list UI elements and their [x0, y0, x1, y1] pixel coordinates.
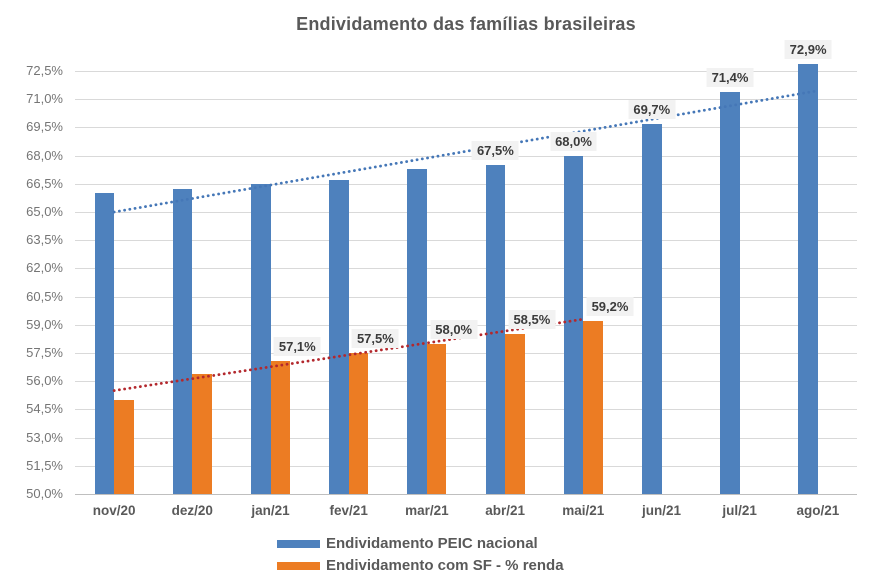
y-axis-tick-label: 63,5% [26, 232, 63, 248]
x-axis-category-label: jul/21 [722, 503, 757, 518]
bar-sf-nov-20 [114, 400, 134, 494]
legend-item-sf: Endividamento com SF - % renda [277, 557, 564, 574]
data-label-sf-abr-21: 58,5% [508, 310, 556, 330]
y-axis-tick-label: 59,0% [26, 316, 63, 332]
x-axis-category-label: dez/20 [171, 503, 213, 518]
bar-peic-fev-21 [329, 180, 349, 494]
data-label-sf-mai-21: 59,2% [586, 297, 634, 316]
x-axis-category-label: mai/21 [562, 503, 605, 518]
gridline [75, 268, 857, 270]
bar-sf-fev-21 [348, 353, 369, 494]
y-axis-tick-label: 71,0% [26, 91, 63, 107]
bar-sf-dez-20 [192, 373, 212, 494]
gridline [75, 465, 857, 467]
bar-peic-nov-20 [94, 193, 115, 494]
gridline [75, 212, 857, 213]
data-label-sf-jan-21: 57,1% [273, 336, 321, 356]
bar-peic-mai-21 [563, 155, 584, 494]
y-axis-tick-label: 51,5% [26, 457, 63, 473]
bar-sf-mar-21 [426, 343, 447, 494]
x-axis-category-label: mar/21 [405, 503, 449, 518]
legend-label-sf: Endividamento com SF - % renda [326, 557, 564, 574]
bar-peic-jul-21 [720, 91, 740, 494]
legend: Endividamento PEIC nacional Endividament… [277, 535, 564, 574]
gridline [75, 353, 857, 354]
x-axis-category-label: abr/21 [485, 503, 525, 518]
gridline [75, 240, 857, 242]
y-axis-tick-label: 66,5% [26, 175, 63, 191]
gridline [75, 99, 857, 101]
y-axis-tick-label: 56,0% [26, 373, 63, 389]
y-axis-tick-label: 60,5% [26, 288, 63, 304]
data-label-peic-jun-21: 69,7% [628, 99, 676, 119]
gridline [75, 71, 857, 72]
bar-sf-jan-21 [270, 360, 290, 494]
y-axis-tick-label: 68,0% [26, 147, 63, 163]
data-label-sf-fev-21: 57,5% [351, 329, 399, 348]
bar-peic-mar-21 [407, 168, 427, 494]
bar-peic-dez-20 [172, 189, 193, 494]
y-axis-tick-label: 69,5% [26, 119, 63, 135]
x-axis-category-label: ago/21 [796, 503, 840, 518]
data-label-peic-abr-21: 67,5% [471, 141, 519, 160]
data-label-peic-ago-21: 72,9% [784, 39, 832, 59]
bar-sf-abr-21 [505, 334, 525, 494]
y-axis-tick-label: 57,5% [26, 345, 63, 360]
legend-swatch-blue-icon [277, 539, 320, 548]
bar-peic-jun-21 [642, 123, 662, 494]
bar-peic-ago-21 [798, 63, 818, 494]
data-label-peic-jul-21: 71,4% [706, 67, 754, 87]
y-axis-tick-label: 54,5% [26, 401, 63, 417]
x-axis-line [75, 494, 857, 495]
gridline [75, 296, 857, 298]
bar-sf-mai-21 [583, 321, 603, 494]
y-axis-tick-label: 65,0% [26, 204, 63, 219]
legend-label-peic: Endividamento PEIC nacional [326, 535, 538, 552]
bar-peic-abr-21 [485, 165, 506, 494]
legend-swatch-orange-icon [277, 561, 320, 570]
gridline [75, 183, 857, 185]
y-axis-tick-label: 62,0% [26, 260, 63, 276]
data-label-peic-mai-21: 68,0% [550, 131, 597, 151]
y-axis-tick-label: 50,0% [26, 486, 63, 501]
x-axis-category-label: jan/21 [251, 503, 290, 518]
x-axis-category-label: nov/20 [92, 503, 136, 518]
x-axis-category-label: fev/21 [329, 503, 368, 518]
gridline [75, 437, 857, 439]
y-axis-tick-label: 53,0% [26, 429, 63, 445]
trendline-blue [112, 89, 820, 214]
gridline [75, 127, 857, 129]
y-axis-tick-label: 72,5% [26, 63, 63, 78]
legend-item-peic: Endividamento PEIC nacional [277, 535, 564, 552]
x-axis-category-label: jun/21 [641, 503, 682, 518]
gridline [75, 409, 857, 411]
data-label-sf-mar-21: 58,0% [430, 319, 478, 339]
gridline [75, 155, 857, 157]
bar-peic-jan-21 [251, 183, 271, 494]
chart-title: Endividamento das famílias brasileiras [296, 14, 636, 34]
